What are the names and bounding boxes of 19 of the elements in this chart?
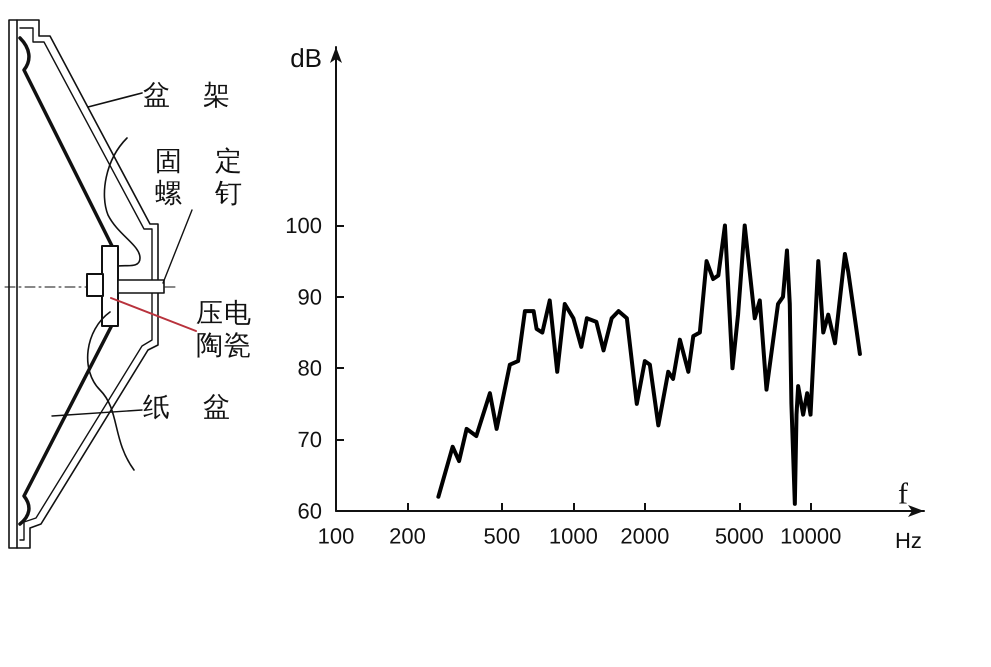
x-tick-label: 100 <box>318 524 354 548</box>
y-tick-label: 90 <box>298 284 322 310</box>
x-tick-label: 500 <box>484 524 520 548</box>
y-tick-label: 60 <box>298 498 322 524</box>
y-axis-title: dB <box>290 43 322 73</box>
x-tick-label: 200 <box>389 524 426 548</box>
x-axis-title: f <box>898 478 908 510</box>
text: 纸盆 <box>143 392 230 423</box>
y-tick-label: 80 <box>298 356 322 381</box>
y-tick-label: 70 <box>298 427 322 452</box>
text: 压电陶瓷 <box>196 298 251 362</box>
text: 固定螺钉 <box>155 146 242 209</box>
x-tick-label: 10000 <box>780 524 842 548</box>
x-tick-label: 1000 <box>548 524 598 548</box>
x-tick-label: 5000 <box>714 524 764 548</box>
text: Hz <box>895 528 922 554</box>
x-tick-label: 2000 <box>620 524 670 548</box>
text: 盆架 <box>143 80 230 111</box>
y-tick-label: 100 <box>285 212 322 238</box>
